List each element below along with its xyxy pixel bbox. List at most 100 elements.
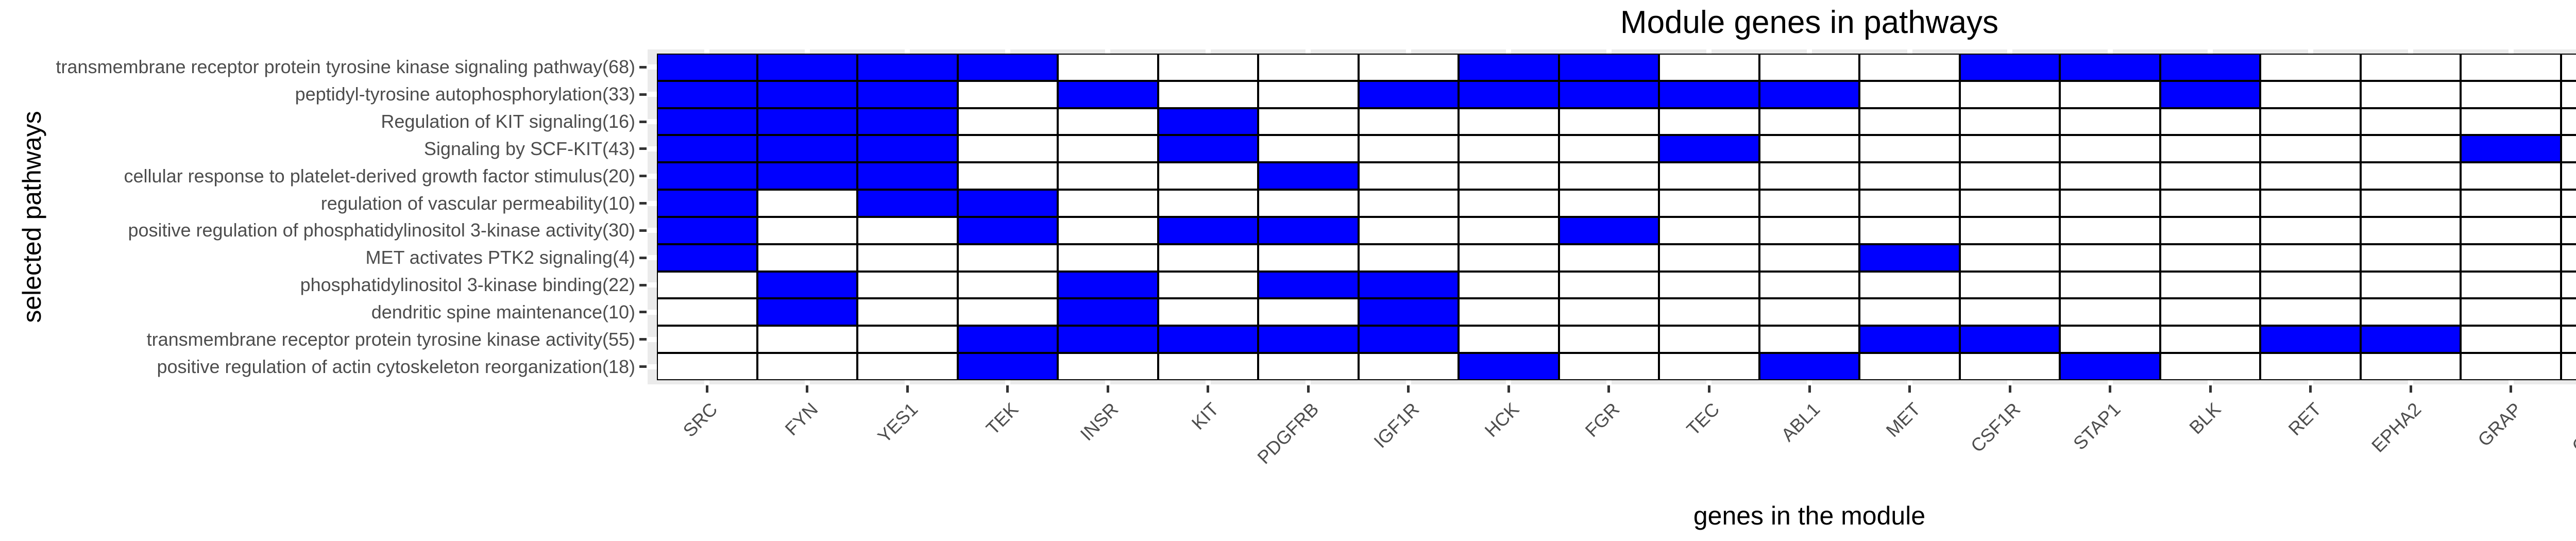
heatmap-cell-STAP1-r9	[2060, 271, 2160, 299]
heatmap-cell-ABL1-r12	[1759, 353, 1860, 380]
gridline-mark-left	[648, 64, 657, 70]
heatmap-cell-FYN-r7	[757, 216, 858, 244]
gridline-mark-bottom	[1807, 380, 1812, 384]
gridline-mark-bottom	[1205, 380, 1211, 384]
heatmap-cell-TEC-r7	[1659, 216, 1759, 244]
heatmap-cell-HCK-r7	[1459, 216, 1559, 244]
heatmap-cell-CSF1R-r6	[1959, 190, 2060, 217]
heatmap-cell-RET-r4	[2260, 135, 2361, 163]
x-tick-label-text: PDGFRB	[1253, 398, 1323, 468]
gridline-mark-bottom	[2308, 380, 2313, 384]
x-tick-mark	[1307, 385, 1310, 393]
gridline-mark-bottom	[1606, 380, 1612, 384]
heatmap-cell-GRB14-r3	[2561, 108, 2576, 136]
heatmap-cell-TEK-r3	[957, 108, 1058, 136]
heatmap-cell-KIT-r4	[1158, 135, 1259, 163]
heatmap-cell-YES1-r4	[857, 135, 958, 163]
heatmap-cell-BLK-r11	[2160, 326, 2261, 353]
heatmap-cell-MET-r10	[1859, 298, 1960, 326]
heatmap-cell-CSF1R-r10	[1959, 298, 2060, 326]
heatmap-cell-INSR-r2	[1058, 80, 1158, 108]
gridline-mark-left	[648, 364, 657, 369]
gridline-mark-top	[1907, 49, 1912, 54]
heatmap-cell-GRB14-r11	[2561, 326, 2576, 353]
x-tick-mark	[2409, 385, 2412, 393]
heatmap-cell-HCK-r1	[1459, 54, 1559, 81]
x-tick-mark	[2209, 385, 2212, 393]
heatmap-cell-FYN-r12	[757, 353, 858, 380]
x-tick-mark	[2309, 385, 2312, 393]
heatmap-cell-HCK-r12	[1459, 353, 1559, 380]
heatmap-cell-PDGFRB-r6	[1258, 190, 1359, 217]
gridline-mark-bottom	[1306, 380, 1311, 384]
heatmap-cell-EPHA2-r2	[2360, 80, 2461, 108]
heatmap-cell-STAP1-r12	[2060, 353, 2160, 380]
y-tick-mark	[639, 283, 647, 286]
heatmap-cell-SRC-r7	[657, 216, 757, 244]
gridline-mark-bottom	[1105, 380, 1111, 384]
heatmap-cell-YES1-r12	[857, 353, 958, 380]
x-tick-label-text: TEK	[981, 398, 1023, 439]
heatmap-cell-HCK-r3	[1459, 108, 1559, 136]
gridline-mark-top	[1405, 49, 1411, 54]
heatmap-cell-EPHA2-r11	[2360, 326, 2461, 353]
heatmap-cell-HCK-r4	[1459, 135, 1559, 163]
heatmap-cell-FGR-r5	[1558, 162, 1659, 190]
heatmap-cell-KIT-r7	[1158, 216, 1259, 244]
heatmap-cell-INSR-r4	[1058, 135, 1158, 163]
x-tick-label-text: FGR	[1581, 398, 1624, 442]
heatmap-cell-STAP1-r3	[2060, 108, 2160, 136]
heatmap-cell-PDGFRB-r1	[1258, 54, 1359, 81]
heatmap-cell-TEK-r6	[957, 190, 1058, 217]
heatmap-cell-TEC-r4	[1659, 135, 1759, 163]
heatmap-cell-EPHA2-r5	[2360, 162, 2461, 190]
heatmap-cell-STAP1-r11	[2060, 326, 2160, 353]
heatmap-cell-GRAP-r8	[2461, 244, 2561, 272]
x-tick-label-text: INSR	[1076, 398, 1123, 445]
gridline-mark-top	[1506, 49, 1512, 54]
heatmap-cell-FGR-r1	[1558, 54, 1659, 81]
x-tick-mark	[2109, 385, 2112, 393]
heatmap-cell-CSF1R-r3	[1959, 108, 2060, 136]
heatmap-cell-BLK-r5	[2160, 162, 2261, 190]
heatmap-cell-SRC-r8	[657, 244, 757, 272]
heatmap-cell-GRB14-r10	[2561, 298, 2576, 326]
heatmap-cells-grid	[657, 54, 2576, 380]
x-tick-label-text: FYN	[781, 398, 822, 440]
y-tick-label: dendritic spine maintenance(10)	[371, 301, 635, 323]
gridline-mark-top	[1005, 49, 1010, 54]
y-tick-label: positive regulation of actin cytoskeleto…	[157, 356, 635, 377]
gridline-mark-left	[648, 173, 657, 179]
heatmap-cell-INSR-r7	[1058, 216, 1158, 244]
y-tick-mark	[639, 65, 647, 69]
heatmap-cell-PDGFRB-r11	[1258, 326, 1359, 353]
heatmap-cell-FYN-r10	[757, 298, 858, 326]
gridline-mark-bottom	[905, 380, 910, 384]
y-tick-mark	[639, 93, 647, 96]
gridline-mark-bottom	[2408, 380, 2414, 384]
gridline-mark-top	[905, 49, 910, 54]
x-tick-mark	[1407, 385, 1410, 393]
heatmap-cell-FGR-r6	[1558, 190, 1659, 217]
gridline-mark-left	[648, 146, 657, 151]
gridline-mark-top	[2308, 49, 2313, 54]
heatmap-cell-KIT-r2	[1158, 80, 1259, 108]
heatmap-cell-GRB14-r8	[2561, 244, 2576, 272]
heatmap-cell-IGF1R-r5	[1358, 162, 1459, 190]
heatmap-cell-ABL1-r9	[1759, 271, 1860, 299]
heatmap-cell-SRC-r5	[657, 162, 757, 190]
heatmap-cell-GRAP-r12	[2461, 353, 2561, 380]
heatmap-cell-BLK-r3	[2160, 108, 2261, 136]
heatmap-cell-INSR-r11	[1058, 326, 1158, 353]
heatmap-cell-EPHA2-r6	[2360, 190, 2461, 217]
y-tick-label: positive regulation of phosphatidylinosi…	[128, 219, 635, 241]
heatmap-cell-FYN-r11	[757, 326, 858, 353]
gridline-mark-left	[648, 119, 657, 125]
heatmap-cell-GRB14-r7	[2561, 216, 2576, 244]
x-tick-label-text: BLK	[2185, 398, 2225, 438]
heatmap-cell-INSR-r12	[1058, 353, 1158, 380]
heatmap-cell-CSF1R-r9	[1959, 271, 2060, 299]
heatmap-cell-ABL1-r4	[1759, 135, 1860, 163]
heatmap-cell-RET-r5	[2260, 162, 2361, 190]
heatmap-cell-TEK-r7	[957, 216, 1058, 244]
